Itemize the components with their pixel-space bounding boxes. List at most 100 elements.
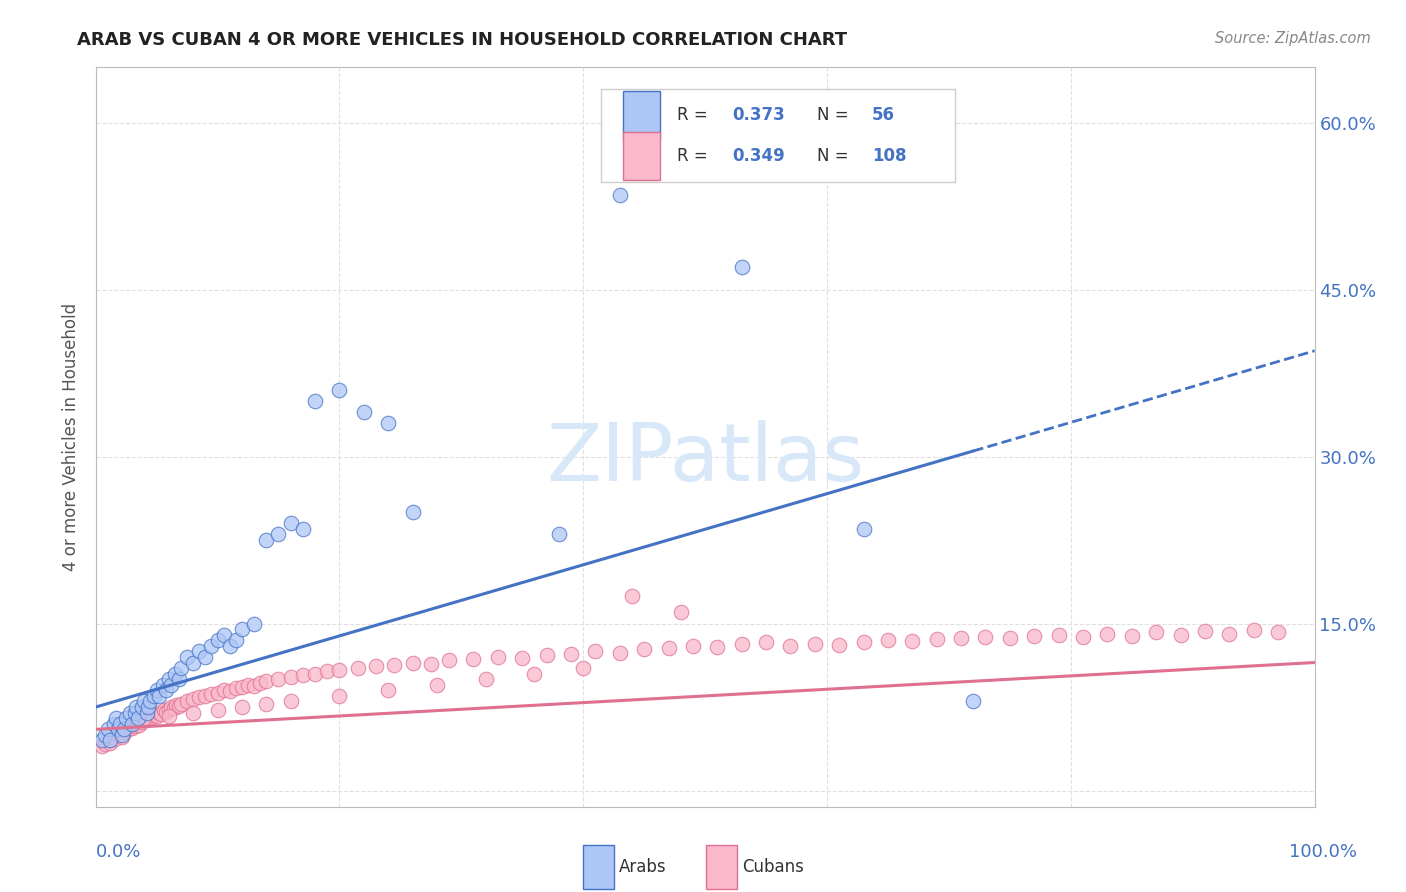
Point bbox=[157, 702, 180, 716]
Text: 0.0%: 0.0% bbox=[96, 843, 141, 861]
Point bbox=[236, 678, 259, 692]
Point bbox=[103, 716, 125, 731]
Point bbox=[974, 630, 997, 644]
Point bbox=[181, 656, 204, 670]
Point bbox=[437, 653, 460, 667]
Point bbox=[382, 657, 405, 672]
Point bbox=[1047, 628, 1070, 642]
Point bbox=[138, 712, 160, 726]
Point bbox=[426, 678, 449, 692]
Point bbox=[1144, 625, 1167, 640]
Point bbox=[125, 700, 148, 714]
Point bbox=[115, 711, 138, 725]
Point bbox=[135, 706, 157, 720]
Point bbox=[280, 670, 302, 684]
Point bbox=[141, 710, 163, 724]
Point bbox=[212, 683, 235, 698]
Point bbox=[560, 647, 582, 661]
Point bbox=[474, 672, 496, 686]
Text: ZIPatlas: ZIPatlas bbox=[546, 420, 865, 499]
Point bbox=[304, 393, 326, 408]
Point bbox=[1218, 626, 1240, 640]
Point bbox=[243, 616, 266, 631]
Point bbox=[155, 705, 177, 719]
Point bbox=[328, 383, 350, 397]
Point bbox=[1267, 625, 1289, 640]
Point bbox=[112, 723, 135, 737]
Point bbox=[346, 661, 368, 675]
Point bbox=[583, 644, 606, 658]
Point bbox=[90, 733, 112, 747]
Point bbox=[121, 716, 143, 731]
Point bbox=[105, 711, 128, 725]
Point bbox=[510, 651, 533, 665]
Point bbox=[136, 700, 159, 714]
Text: N =: N = bbox=[817, 147, 853, 165]
Point bbox=[152, 678, 174, 692]
Point bbox=[316, 665, 339, 679]
Point bbox=[145, 709, 167, 723]
Point bbox=[463, 652, 485, 666]
Text: 0.349: 0.349 bbox=[733, 147, 785, 165]
Text: ARAB VS CUBAN 4 OR MORE VEHICLES IN HOUSEHOLD CORRELATION CHART: ARAB VS CUBAN 4 OR MORE VEHICLES IN HOUS… bbox=[77, 31, 848, 49]
Point bbox=[1071, 630, 1094, 644]
Point bbox=[118, 706, 141, 720]
Point bbox=[108, 716, 131, 731]
Point bbox=[547, 527, 569, 541]
Point bbox=[1170, 628, 1192, 642]
Bar bbox=[623, 132, 659, 180]
Point bbox=[291, 667, 314, 681]
Point bbox=[121, 721, 143, 735]
Point bbox=[108, 725, 131, 739]
Point bbox=[377, 416, 399, 430]
Point bbox=[111, 728, 134, 742]
Point bbox=[167, 672, 190, 686]
Text: Cubans: Cubans bbox=[742, 858, 804, 876]
Point bbox=[188, 690, 211, 704]
Point bbox=[150, 706, 173, 721]
Point bbox=[194, 689, 217, 703]
Point bbox=[143, 707, 166, 722]
Point bbox=[536, 648, 558, 662]
Point bbox=[157, 672, 180, 686]
Point bbox=[155, 683, 177, 698]
Point bbox=[139, 694, 162, 708]
Point bbox=[111, 730, 134, 744]
Point bbox=[254, 533, 277, 547]
Point bbox=[90, 739, 112, 753]
Point bbox=[128, 718, 150, 732]
Text: 56: 56 bbox=[872, 106, 896, 124]
Point bbox=[176, 650, 198, 665]
Point bbox=[572, 661, 595, 675]
Point bbox=[804, 637, 827, 651]
Point bbox=[267, 527, 290, 541]
Point bbox=[170, 697, 193, 711]
Point bbox=[181, 692, 204, 706]
Point bbox=[104, 732, 127, 747]
Point bbox=[176, 694, 198, 708]
Point bbox=[925, 632, 948, 647]
Point bbox=[998, 631, 1021, 645]
Point bbox=[755, 635, 778, 649]
Point bbox=[328, 689, 350, 703]
Point bbox=[125, 716, 148, 731]
Point bbox=[117, 723, 139, 737]
Point bbox=[419, 657, 441, 671]
Point bbox=[101, 730, 124, 744]
Point bbox=[134, 711, 156, 725]
Point bbox=[901, 634, 924, 648]
Text: R =: R = bbox=[678, 106, 713, 124]
Point bbox=[852, 522, 875, 536]
Point bbox=[207, 685, 229, 699]
Point bbox=[877, 633, 900, 648]
Point bbox=[94, 728, 117, 742]
Point bbox=[657, 641, 679, 656]
Point bbox=[118, 720, 141, 734]
Point bbox=[212, 628, 235, 642]
Point bbox=[401, 505, 423, 519]
Point bbox=[254, 697, 277, 711]
Point bbox=[157, 709, 180, 723]
Point bbox=[170, 661, 193, 675]
Point bbox=[181, 706, 204, 720]
Point bbox=[162, 701, 184, 715]
